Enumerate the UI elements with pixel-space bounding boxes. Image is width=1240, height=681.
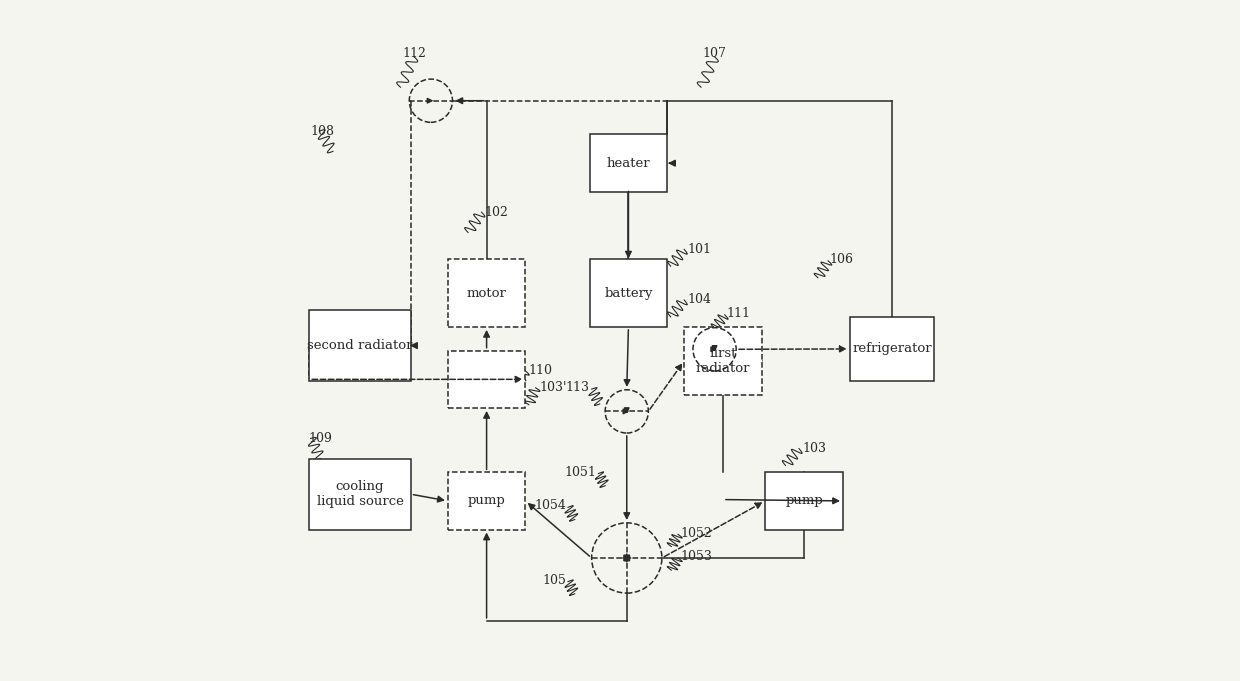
- Text: 103': 103': [539, 381, 567, 394]
- Text: motor: motor: [466, 287, 506, 300]
- Bar: [589, 259, 667, 327]
- Bar: [309, 310, 410, 381]
- Text: 105: 105: [542, 574, 565, 587]
- Text: pump: pump: [467, 494, 506, 507]
- Text: 1054: 1054: [534, 499, 565, 513]
- Text: 111: 111: [727, 307, 750, 320]
- Bar: [448, 351, 526, 408]
- Text: 110: 110: [528, 364, 553, 377]
- Text: refrigerator: refrigerator: [852, 343, 931, 355]
- Text: 1053: 1053: [681, 550, 713, 563]
- Bar: [589, 134, 667, 192]
- Text: cooling
liquid source: cooling liquid source: [316, 480, 403, 508]
- Text: 112: 112: [402, 47, 425, 60]
- Bar: [765, 472, 843, 530]
- Text: 102: 102: [485, 206, 508, 219]
- Text: heater: heater: [606, 157, 650, 170]
- Text: 103: 103: [802, 442, 826, 455]
- Text: 108: 108: [311, 125, 335, 138]
- Text: battery: battery: [604, 287, 652, 300]
- Text: 107: 107: [703, 47, 727, 60]
- Text: 104: 104: [687, 294, 712, 306]
- Text: 106: 106: [830, 253, 853, 266]
- Bar: [684, 327, 761, 394]
- Bar: [448, 472, 526, 530]
- Text: 101: 101: [687, 243, 712, 256]
- Text: 1051: 1051: [564, 466, 596, 479]
- Text: second radiator: second radiator: [308, 339, 413, 352]
- Bar: [448, 259, 526, 327]
- Text: 113: 113: [565, 381, 589, 394]
- Text: 109: 109: [308, 432, 332, 445]
- Text: pump: pump: [785, 494, 823, 507]
- Bar: [849, 317, 934, 381]
- Text: 1052: 1052: [681, 526, 713, 539]
- Text: first
radiator: first radiator: [696, 347, 750, 375]
- Bar: [309, 459, 410, 530]
